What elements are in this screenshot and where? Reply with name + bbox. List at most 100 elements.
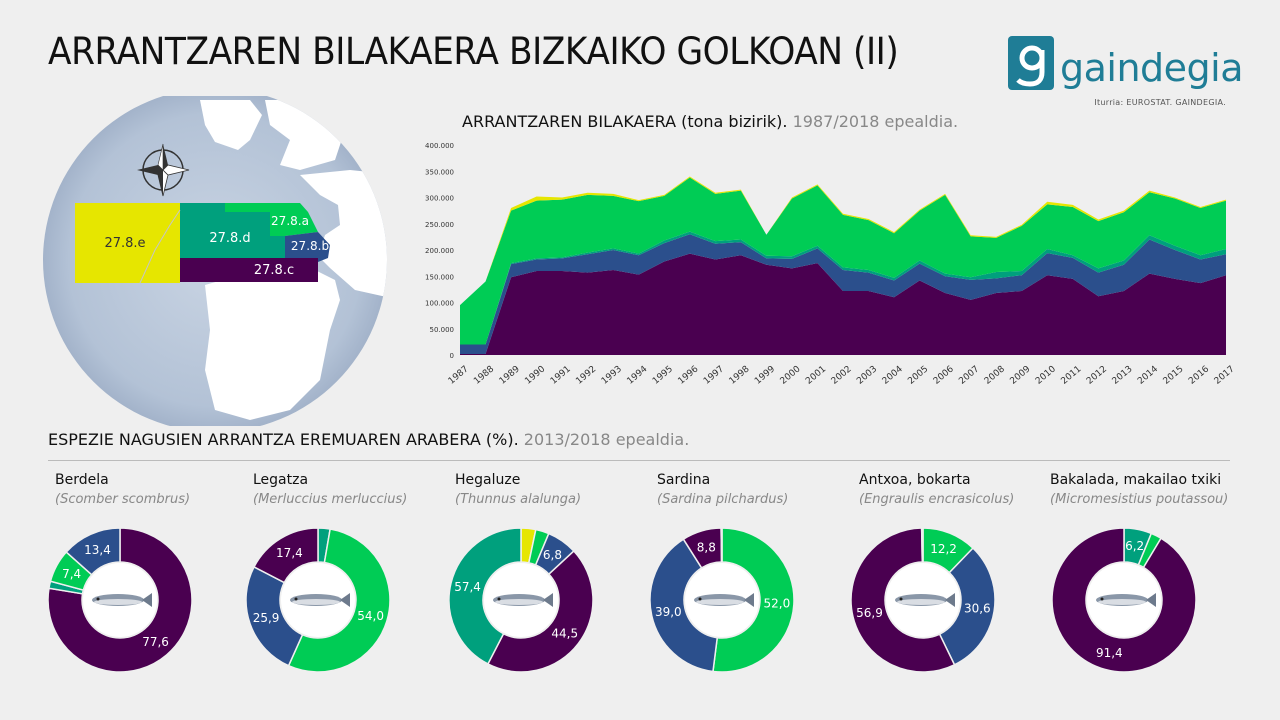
x-tick-label: 2010: [1034, 364, 1058, 387]
slice-label: 13,4: [84, 543, 111, 557]
blue-whiting-icon: [1096, 593, 1156, 607]
area-chart-title-main: ARRANTZAREN BILAKAERA (tona bizirik).: [462, 112, 788, 131]
slice-label: 6,2: [1125, 539, 1144, 553]
y-tick-label: 350.000: [425, 168, 454, 176]
slice-label: 7,4: [62, 567, 81, 581]
slice-label: 8,8: [697, 540, 716, 554]
x-tick-label: 2001: [804, 364, 828, 386]
slice-label: 57,4: [454, 580, 481, 594]
slice-label: 54,0: [357, 609, 384, 623]
slice-label: 17,4: [276, 546, 303, 560]
species-name: Bakalada, makailao txiki: [1050, 472, 1222, 488]
zone-label-d: 27.8.d: [209, 231, 250, 246]
x-tick-label: 1992: [574, 364, 598, 386]
x-tick-label: 2006: [932, 364, 956, 387]
donut-chart: 54,0 25,9 17,4: [245, 527, 391, 673]
x-tick-label: 1996: [677, 364, 701, 387]
slice-label: 44,5: [551, 626, 578, 640]
zone-label-c: 27.8.c: [254, 263, 294, 278]
slice-label: 25,9: [253, 611, 280, 625]
species-scientific-name: (Thunnus alalunga): [455, 492, 582, 507]
slice-label: 52,0: [764, 596, 791, 610]
species-header: Legatza (Merluccius merluccius): [253, 472, 453, 507]
zone-label-a: 27.8.a: [271, 214, 309, 228]
slice-label: 30,6: [964, 602, 991, 616]
mackerel-icon: [92, 593, 152, 607]
y-tick-label: 300.000: [425, 195, 454, 203]
y-tick-label: 100.000: [425, 300, 454, 308]
donut-slice-b: [649, 538, 719, 673]
species-header: Sardina (Sardina pilchardus): [657, 472, 857, 507]
x-tick-label: 2003: [855, 364, 879, 386]
area-series-c: [460, 253, 1226, 355]
species-header: Hegaluze (Thunnus alalunga): [455, 472, 655, 507]
area-chart-title: ARRANTZAREN BILAKAERA (tona bizirik). 19…: [462, 112, 958, 131]
donut-slice-c: [850, 527, 956, 673]
y-tick-label: 400.000: [425, 142, 454, 150]
pie-section-subtitle: 2013/2018 epealdia.: [523, 430, 690, 449]
donut-chart: 77,6 7,413,4: [47, 527, 193, 673]
y-tick-label: 150.000: [425, 273, 454, 281]
x-tick-label: 1987: [447, 364, 471, 386]
donut-chart: 52,0 39,0 8,8: [649, 527, 795, 673]
species-header: Antxoa, bokarta (Engraulis encrasicolus): [859, 472, 1059, 507]
slice-label: 12,2: [930, 542, 957, 556]
donut-chart: 12,2 30,6 56,9: [850, 527, 996, 673]
species-name: Legatza: [253, 472, 309, 488]
slice-label: 56,9: [856, 606, 883, 620]
x-tick-label: 2005: [906, 364, 930, 386]
x-tick-label: 2004: [881, 364, 905, 387]
x-tick-label: 1997: [702, 364, 726, 386]
zone-label-e: 27.8.e: [104, 236, 145, 251]
species-name: Antxoa, bokarta: [859, 472, 971, 488]
species-name: Berdela: [55, 472, 109, 488]
donut-slice-c: [253, 527, 319, 584]
donut-slice-b: [65, 527, 121, 576]
x-tick-label: 1989: [498, 364, 522, 387]
species-scientific-name: (Scomber scombrus): [55, 492, 191, 507]
stacked-area-chart: 0 50.000 100.000 150.000 200.000 250.000 300.0…: [425, 142, 1237, 387]
fishing-zones-map: 27.8.e 27.8.d 27.8.a 27.8.b 27.8.c: [43, 96, 387, 426]
zone-27-8-d: [180, 203, 285, 258]
x-tick-label: 1993: [600, 364, 624, 386]
slice-label: 6,8: [543, 548, 562, 562]
area-chart-subtitle: 1987/2018 epealdia.: [792, 112, 959, 131]
x-tick-label: 2009: [1008, 364, 1032, 387]
x-tick-label: 2015: [1162, 364, 1186, 386]
x-tick-label: 1994: [625, 364, 649, 387]
slice-label: 77,6: [142, 635, 169, 649]
zone-27-8-a: [225, 203, 318, 236]
x-tick-label: 2014: [1136, 364, 1160, 387]
x-tick-label: 2002: [830, 364, 854, 386]
donut-slice-d: [448, 527, 522, 665]
area-series-a: [460, 177, 1226, 345]
species-name: Hegaluze: [455, 472, 521, 488]
page-title: ARRANTZAREN BILAKAERA BIZKAIKO GOLKOAN (…: [48, 30, 899, 73]
donut-slice-a: [712, 527, 795, 673]
species-scientific-name: (Engraulis encrasicolus): [859, 492, 1015, 507]
anchovy-icon: [895, 593, 955, 607]
x-tick-label: 1991: [549, 364, 573, 386]
donut-slice-d: [720, 527, 723, 563]
y-tick-label: 250.000: [425, 221, 454, 229]
species-scientific-name: (Merluccius merluccius): [253, 492, 408, 507]
albacore-icon: [493, 593, 553, 607]
donut-slice-c: [1051, 527, 1197, 673]
source-note: Iturria: EUROSTAT. GAINDEGIA.: [1094, 98, 1226, 107]
zone-27-8-b: [285, 232, 330, 262]
y-tick-label: 50.000: [430, 326, 455, 334]
x-tick-label: 2008: [983, 364, 1007, 387]
section-divider: [48, 460, 1230, 461]
x-tick-label: 2007: [957, 364, 981, 386]
donut-chart: 6,8 44,5 57,4: [448, 527, 594, 673]
logo-text: gaindegia: [1060, 46, 1244, 90]
x-tick-label: 1990: [523, 364, 547, 387]
pie-section-title: ESPEZIE NAGUSIEN ARRANTZA EREMUAREN ARAB…: [48, 430, 689, 449]
sardine-icon: [694, 593, 754, 607]
gaindegia-logo: [1008, 36, 1054, 90]
zone-27-8-c: [180, 258, 318, 282]
x-tick-label: 2017: [1213, 364, 1237, 386]
slice-label: 91,4: [1096, 646, 1123, 660]
x-tick-label: 1998: [728, 364, 752, 387]
species-header: Berdela (Scomber scombrus): [55, 472, 255, 507]
